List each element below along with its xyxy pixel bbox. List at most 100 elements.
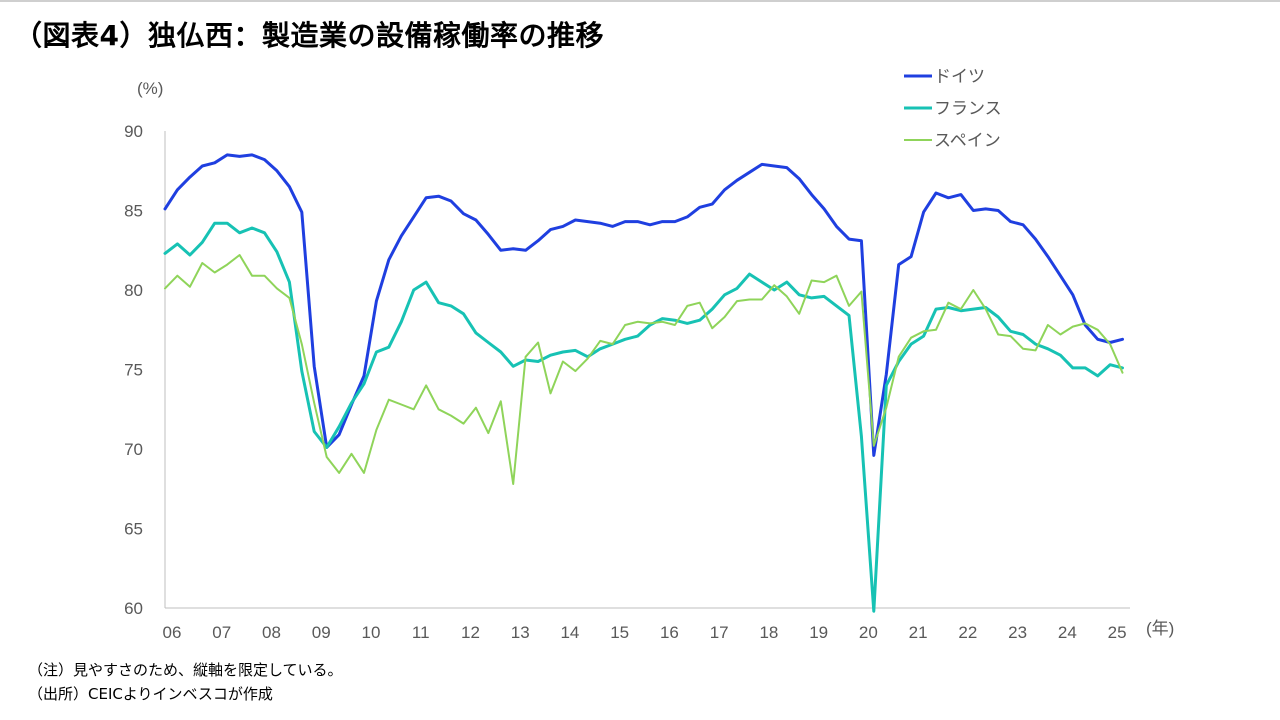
data-point [761, 298, 763, 301]
data-point [649, 324, 651, 326]
data-point [1034, 349, 1037, 351]
data-point [1034, 238, 1037, 240]
data-point [350, 402, 353, 404]
x-tick-label: 06 [163, 623, 182, 642]
data-point [375, 429, 377, 431]
data-point [1097, 375, 1099, 377]
x-tick-label: 10 [362, 623, 381, 642]
data-point [923, 330, 925, 332]
data-point [1047, 256, 1049, 258]
data-point [599, 222, 601, 224]
y-tick-label: 65 [124, 520, 143, 539]
data-point [562, 225, 564, 227]
data-point [413, 289, 415, 291]
data-point [1084, 322, 1086, 324]
data-point [736, 300, 738, 302]
page-title: （図表4）独仏西：製造業の設備稼働率の推移 [14, 19, 604, 52]
data-point [475, 407, 477, 409]
data-point [823, 295, 825, 297]
y-tick-label: 60 [124, 599, 143, 618]
data-point [972, 209, 974, 212]
data-point [276, 287, 278, 289]
data-point [500, 351, 502, 353]
y-axis: 60 65 70 75 80 85 90 (%) [124, 79, 166, 618]
data-point [873, 454, 875, 456]
legend-label-3: スペイン [934, 131, 1001, 151]
series-line-1 [163, 153, 1124, 457]
data-point [835, 225, 838, 227]
data-point [748, 171, 751, 173]
data-point [164, 287, 166, 289]
data-point [835, 275, 838, 277]
data-point [860, 291, 863, 293]
y-axis-unit-label: (%) [137, 79, 163, 98]
data-point [997, 209, 999, 212]
x-tick-label: 13 [511, 623, 530, 642]
data-point [773, 289, 775, 291]
data-point [773, 165, 775, 167]
series-line-3 [164, 254, 1124, 485]
data-point [301, 343, 303, 345]
data-point [674, 221, 676, 223]
data-point [301, 370, 303, 372]
data-point [1022, 333, 1024, 336]
data-point [487, 233, 489, 235]
data-point [239, 155, 241, 157]
data-point [686, 216, 688, 218]
data-point [239, 232, 241, 234]
data-point [525, 356, 527, 358]
data-point [176, 275, 178, 277]
x-tick-label: 09 [312, 623, 331, 642]
data-point [1034, 343, 1037, 345]
data-point [549, 229, 552, 231]
data-point [574, 349, 577, 351]
data-point [910, 343, 912, 345]
y-tick-label: 70 [124, 440, 143, 459]
data-point [624, 324, 626, 326]
x-tick-label: 16 [660, 623, 679, 642]
data-point [612, 225, 614, 227]
data-point [699, 206, 701, 208]
data-point [189, 176, 191, 178]
data-point [400, 403, 402, 406]
data-point [773, 284, 775, 286]
data-point [388, 259, 390, 261]
data-point [923, 335, 925, 337]
data-point [363, 383, 365, 385]
data-point [699, 302, 701, 304]
data-point [562, 360, 564, 363]
data-point [189, 254, 191, 256]
data-point [239, 254, 241, 256]
data-point [450, 200, 452, 202]
x-tick-label: 14 [560, 623, 579, 642]
data-point [326, 446, 328, 448]
x-tick-label: 21 [909, 623, 928, 642]
data-point [288, 186, 290, 188]
data-point [637, 321, 639, 323]
data-point [724, 294, 726, 296]
data-point [288, 281, 290, 283]
data-point [1084, 324, 1086, 326]
data-point [388, 346, 390, 348]
data-point [823, 208, 825, 210]
data-point [935, 308, 937, 310]
data-point [263, 275, 266, 277]
data-point [748, 298, 751, 301]
data-point [835, 305, 838, 307]
data-point [276, 251, 278, 253]
data-point [637, 221, 639, 223]
data-point [985, 208, 987, 210]
x-tick-label: 20 [859, 623, 878, 642]
data-point [176, 243, 178, 245]
data-point [425, 281, 427, 283]
data-point [1022, 224, 1024, 226]
data-point [724, 189, 726, 191]
data-point [947, 302, 950, 304]
data-point [537, 240, 539, 242]
data-point [649, 322, 651, 324]
data-point [226, 154, 228, 156]
data-point [400, 235, 402, 237]
x-tick-label: 22 [958, 623, 977, 642]
data-point [761, 281, 763, 283]
